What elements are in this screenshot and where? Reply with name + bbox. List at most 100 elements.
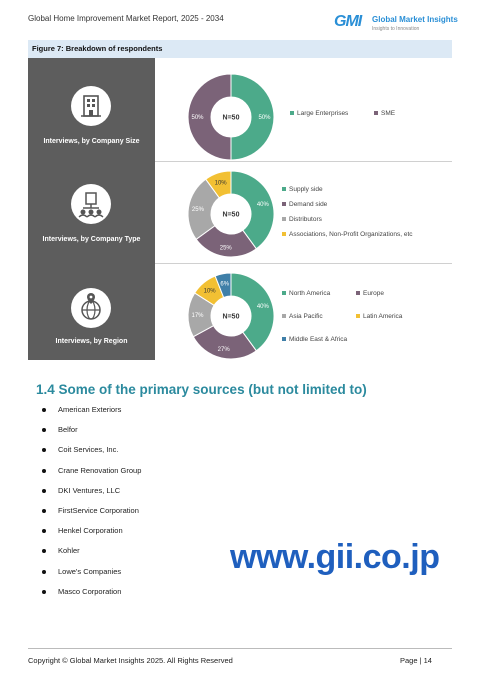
- legend-swatch: [282, 217, 286, 222]
- legend-label: Demand side: [289, 201, 328, 208]
- donut-center-label: N=50: [223, 212, 240, 219]
- donut-slice: [194, 275, 225, 306]
- donut-hole: [211, 296, 251, 336]
- category-panel: Interviews, by Company Size Interviews, …: [28, 58, 155, 360]
- footer-copyright: Copyright © Global Market Insights 2025.…: [28, 656, 233, 665]
- slice-data-label: 10%: [215, 180, 228, 186]
- donut-slice: [187, 178, 220, 240]
- logo-tagline: Insights to Innovation: [372, 26, 420, 32]
- legend-swatch: [282, 314, 286, 319]
- bullet-icon: [42, 529, 46, 534]
- panel-label-company-size: Interviews, by Company Size: [43, 138, 140, 145]
- organization-icon: [71, 184, 111, 224]
- bullet-icon: [42, 549, 46, 554]
- donut-slice: [205, 170, 232, 199]
- footer-page-number: Page | 14: [400, 656, 432, 665]
- donut-slice: [214, 272, 232, 299]
- source-name: Crane Renovation Group: [58, 465, 142, 475]
- legend-swatch: [282, 337, 286, 342]
- source-name: American Exteriors: [58, 405, 122, 414]
- source-list-item: American Exteriors: [42, 405, 141, 425]
- legend-item: Latin America: [356, 313, 402, 320]
- legend-swatch: [356, 291, 360, 296]
- bullet-icon: [42, 569, 46, 574]
- legend-item: Large Enterprises: [290, 110, 348, 117]
- legend-label: Europe: [363, 290, 384, 297]
- slice-data-label: 50%: [191, 115, 204, 121]
- source-list-item: Kohler: [42, 546, 141, 566]
- row-divider: [155, 263, 452, 264]
- source-name: Coit Services, Inc.: [58, 445, 119, 455]
- donut-slice: [230, 272, 275, 352]
- figure-title-band: Figure 7: Breakdown of respondents: [28, 40, 452, 58]
- legend-swatch: [282, 232, 286, 237]
- source-name: Belfor: [58, 425, 78, 435]
- gmi-logo: GMI Global Market Insights Insights to I…: [334, 13, 458, 37]
- slice-data-label: 6%: [220, 281, 229, 287]
- panel-label-company-type: Interviews, by Company Type: [42, 236, 141, 243]
- slice-data-label: 25%: [192, 207, 205, 213]
- legend-item: North America: [282, 290, 330, 297]
- source-list-item: Masco Corporation: [42, 587, 141, 607]
- legend-label: Supply side: [289, 186, 323, 193]
- legend-item: Associations, Non-Profit Organizations, …: [282, 231, 413, 238]
- legend-swatch: [282, 202, 286, 207]
- slice-data-label: 25%: [220, 245, 233, 251]
- watermark: www.gii.co.jp: [230, 538, 440, 576]
- legend-label: Latin America: [363, 313, 403, 320]
- legend-swatch: [356, 314, 360, 319]
- source-name: Henkel Corporation: [58, 526, 123, 536]
- source-list-item: Belfor: [42, 425, 141, 445]
- donut-center-label: N=50: [223, 115, 240, 122]
- bullet-icon: [42, 488, 46, 493]
- logo-mark: GMI: [334, 13, 362, 30]
- source-name: FirstService Corporation: [58, 505, 139, 515]
- legend-label: Large Enterprises: [297, 110, 349, 117]
- donut-center-label: N=50: [223, 314, 240, 321]
- slice-data-label: 50%: [258, 115, 271, 121]
- donut-slice: [195, 225, 257, 258]
- globe-pin-icon: [71, 288, 111, 328]
- figure-title: Figure 7: Breakdown of respondents: [32, 44, 163, 53]
- bullet-icon: [42, 468, 46, 473]
- building-icon: [71, 86, 111, 126]
- legend-label: Asia Pacific: [289, 313, 323, 320]
- page-header: Global Home Improvement Market Report, 2…: [0, 0, 480, 38]
- report-title: Global Home Improvement Market Report, 2…: [28, 14, 224, 23]
- slice-data-label: 40%: [257, 304, 270, 310]
- legend-item: Asia Pacific: [282, 313, 323, 320]
- source-list-item: Lowe's Companies: [42, 567, 141, 587]
- bullet-icon: [42, 428, 46, 433]
- bullet-icon: [42, 408, 46, 412]
- source-name: Kohler: [58, 546, 80, 556]
- legend-swatch: [282, 187, 286, 192]
- legend-label: Middle East & Africa: [289, 336, 348, 343]
- slice-data-label: 10%: [204, 288, 217, 294]
- logo-name: Global Market Insights: [372, 15, 458, 24]
- legend-item: Middle East & Africa: [282, 336, 347, 343]
- legend-label: Distributors: [289, 216, 322, 223]
- source-list-item: Crane Renovation Group: [42, 466, 141, 486]
- source-list-item: Henkel Corporation: [42, 526, 141, 546]
- legend-label: Associations, Non-Profit Organizations, …: [289, 231, 413, 238]
- row-divider: [155, 161, 452, 162]
- slice-data-label: 27%: [218, 347, 231, 353]
- legend-label: North America: [289, 290, 331, 297]
- donut-slice: [187, 73, 232, 161]
- section-heading: 1.4 Some of the primary sources (but not…: [36, 382, 367, 397]
- donut-slice: [230, 170, 275, 250]
- donut-slice: [187, 292, 215, 338]
- bullet-icon: [42, 448, 46, 453]
- primary-sources-list: American Exteriors Belfor Coit Services, I…: [42, 405, 141, 607]
- source-name: Lowe's Companies: [58, 566, 122, 576]
- legend-item: Demand side: [282, 201, 327, 208]
- donut-slice: [192, 324, 257, 360]
- donut-hole: [211, 97, 251, 137]
- slice-data-label: 40%: [257, 202, 270, 208]
- source-list-item: DKI Ventures, LLC: [42, 486, 141, 506]
- legend-swatch: [290, 111, 294, 116]
- legend-item: Distributors: [282, 216, 322, 223]
- donut-slice: [230, 73, 275, 161]
- source-name: DKI Ventures, LLC: [58, 485, 121, 495]
- bullet-icon: [42, 508, 46, 513]
